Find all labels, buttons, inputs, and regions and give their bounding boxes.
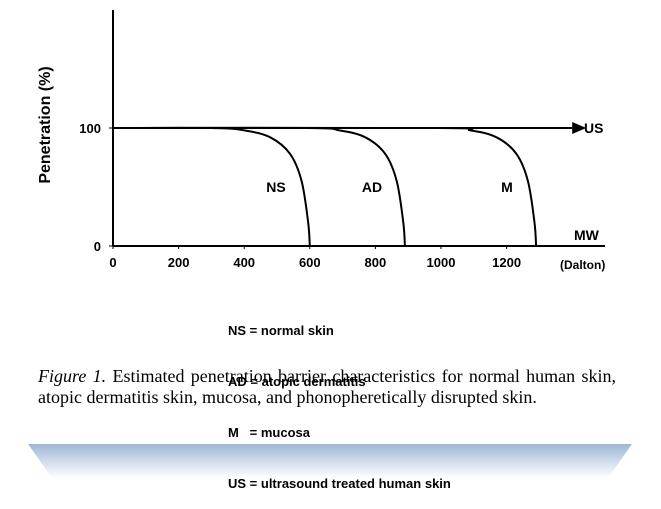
caption-label: Figure 1.	[38, 366, 107, 386]
x-tick-label: 1000	[427, 255, 456, 270]
y-axis-label: Penetration (%)	[37, 66, 54, 183]
x-axis-label: MW	[574, 227, 600, 243]
series-label: M	[501, 179, 513, 195]
x-axis-unit: (Dalton)	[560, 258, 605, 272]
y-tick-label: 0	[94, 239, 101, 254]
x-tick-label: 200	[168, 255, 190, 270]
caption: Figure 1. Estimated penetration barrier …	[38, 366, 616, 408]
y-tick-label: 100	[79, 121, 101, 136]
decoration	[28, 444, 632, 478]
arrow-head	[572, 122, 587, 134]
x-tick-label: 600	[299, 255, 321, 270]
legend-entry: NS = normal skin	[228, 323, 334, 338]
chart: Penetration (%) MW (Dalton) 0 200 400 600 80…	[37, 10, 605, 272]
series-label: AD	[362, 179, 382, 195]
legend: NS = normal skin AD = atopic dermatitis …	[228, 288, 451, 509]
x-tick-label: 800	[365, 255, 387, 270]
line	[112, 126, 538, 247]
legend-entry: M = mucosa	[228, 425, 310, 440]
legend-entry: US = ultrasound treated human skin	[228, 476, 451, 491]
x-tick-label: 0	[109, 255, 116, 270]
x-tick-label: 400	[233, 255, 255, 270]
page: Penetration (%) MW (Dalton) 0 200 400 600 80…	[28, 10, 632, 491]
series-label: NS	[266, 179, 285, 195]
x-tick-label: 1200	[492, 255, 521, 270]
legend-entry: AD = atopic dermatitis	[228, 374, 366, 389]
series-label: US	[584, 120, 603, 136]
caption-text: Estimated penetration barrier characteri…	[38, 366, 616, 407]
